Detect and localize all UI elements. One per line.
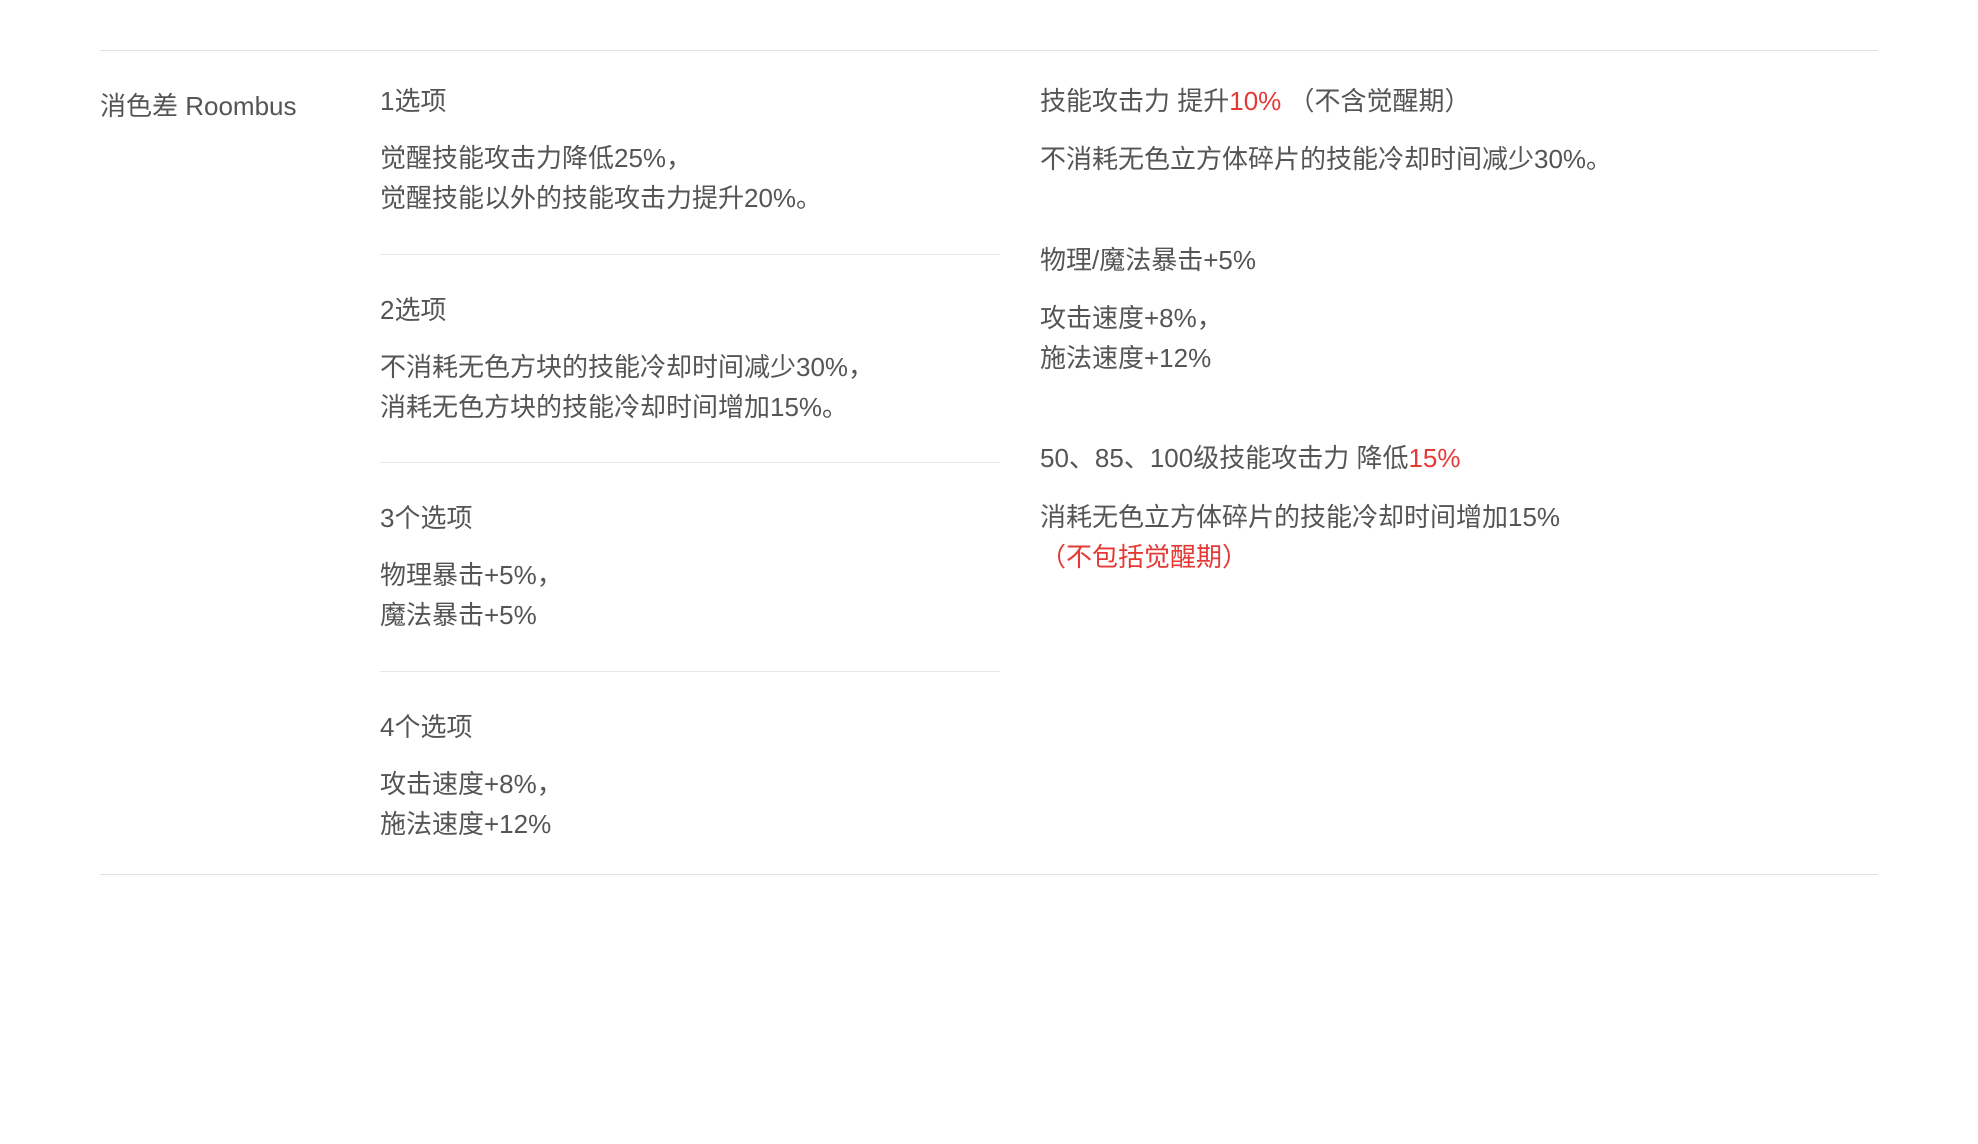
option-desc-line1: 物理暴击+5%， xyxy=(380,560,563,590)
summary-block-3: 50、85、100级技能攻击力 降低15% 消耗无色立方体碎片的技能冷却时间增加… xyxy=(1040,438,1878,577)
option-block-2: 2选项 不消耗无色方块的技能冷却时间减少30%， 消耗无色方块的技能冷却时间增加… xyxy=(380,255,1000,464)
summary-line: 技能攻击力 提升10% （不含觉醒期） xyxy=(1040,81,1878,121)
summary-text-pre: 技能攻击力 提升 xyxy=(1040,86,1229,116)
summary-block-2: 物理/魔法暴击+5% 攻击速度+8%， 施法速度+12% xyxy=(1040,240,1878,379)
summary-line: 不消耗无色立方体碎片的技能冷却时间减少30%。 xyxy=(1040,139,1878,179)
summary-line: 攻击速度+8%， 施法速度+12% xyxy=(1040,298,1878,379)
option-desc-line2: 觉醒技能以外的技能攻击力提升20%。 xyxy=(380,183,822,213)
option-desc: 觉醒技能攻击力降低25%， 觉醒技能以外的技能攻击力提升20%。 xyxy=(380,138,1000,219)
summary-line: 50、85、100级技能攻击力 降低15% xyxy=(1040,438,1878,478)
summary-column: 技能攻击力 提升10% （不含觉醒期） 不消耗无色立方体碎片的技能冷却时间减少3… xyxy=(1000,81,1878,844)
option-title: 2选项 xyxy=(380,265,1000,327)
summary-highlight: 10% xyxy=(1229,86,1281,116)
summary-text-b: 施法速度+12% xyxy=(1040,343,1211,373)
summary-text-pre: 50、85、100级技能攻击力 降低 xyxy=(1040,443,1408,473)
option-block-1: 1选项 觉醒技能攻击力降低25%， 觉醒技能以外的技能攻击力提升20%。 xyxy=(380,81,1000,255)
item-detail-container: 消色差 Roombus 1选项 觉醒技能攻击力降低25%， 觉醒技能以外的技能攻… xyxy=(20,20,1958,905)
option-desc-line2: 魔法暴击+5% xyxy=(380,600,537,630)
option-desc-line1: 觉醒技能攻击力降低25%， xyxy=(380,143,692,173)
option-desc-line1: 攻击速度+8%， xyxy=(380,769,563,799)
summary-line: 物理/魔法暴击+5% xyxy=(1040,240,1878,280)
item-name: 消色差 Roombus xyxy=(100,86,380,123)
options-column: 1选项 觉醒技能攻击力降低25%， 觉醒技能以外的技能攻击力提升20%。 2选项… xyxy=(380,81,1000,844)
item-name-column: 消色差 Roombus xyxy=(100,81,380,844)
summary-highlight: （不包括觉醒期） xyxy=(1040,542,1248,572)
option-desc-line2: 消耗无色方块的技能冷却时间增加15%。 xyxy=(380,392,848,422)
option-desc: 物理暴击+5%， 魔法暴击+5% xyxy=(380,555,1000,636)
option-title: 4个选项 xyxy=(380,682,1000,744)
option-block-3: 3个选项 物理暴击+5%， 魔法暴击+5% xyxy=(380,463,1000,672)
option-desc-line2: 施法速度+12% xyxy=(380,809,551,839)
option-block-4: 4个选项 攻击速度+8%， 施法速度+12% xyxy=(380,672,1000,845)
option-desc-line1: 不消耗无色方块的技能冷却时间减少30%， xyxy=(380,352,874,382)
option-desc: 攻击速度+8%， 施法速度+12% xyxy=(380,764,1000,845)
summary-text-pre: 消耗无色立方体碎片的技能冷却时间增加15% xyxy=(1040,502,1560,532)
summary-text-post: （不含觉醒期） xyxy=(1281,86,1470,116)
summary-line: 消耗无色立方体碎片的技能冷却时间增加15% （不包括觉醒期） xyxy=(1040,497,1878,578)
option-desc: 不消耗无色方块的技能冷却时间减少30%， 消耗无色方块的技能冷却时间增加15%。 xyxy=(380,347,1000,428)
item-row: 消色差 Roombus 1选项 觉醒技能攻击力降低25%， 觉醒技能以外的技能攻… xyxy=(100,50,1878,875)
summary-text-a: 攻击速度+8%， xyxy=(1040,303,1223,333)
option-title: 1选项 xyxy=(380,81,1000,118)
option-title: 3个选项 xyxy=(380,473,1000,535)
summary-block-1: 技能攻击力 提升10% （不含觉醒期） 不消耗无色立方体碎片的技能冷却时间减少3… xyxy=(1040,81,1878,180)
summary-highlight: 15% xyxy=(1408,443,1460,473)
